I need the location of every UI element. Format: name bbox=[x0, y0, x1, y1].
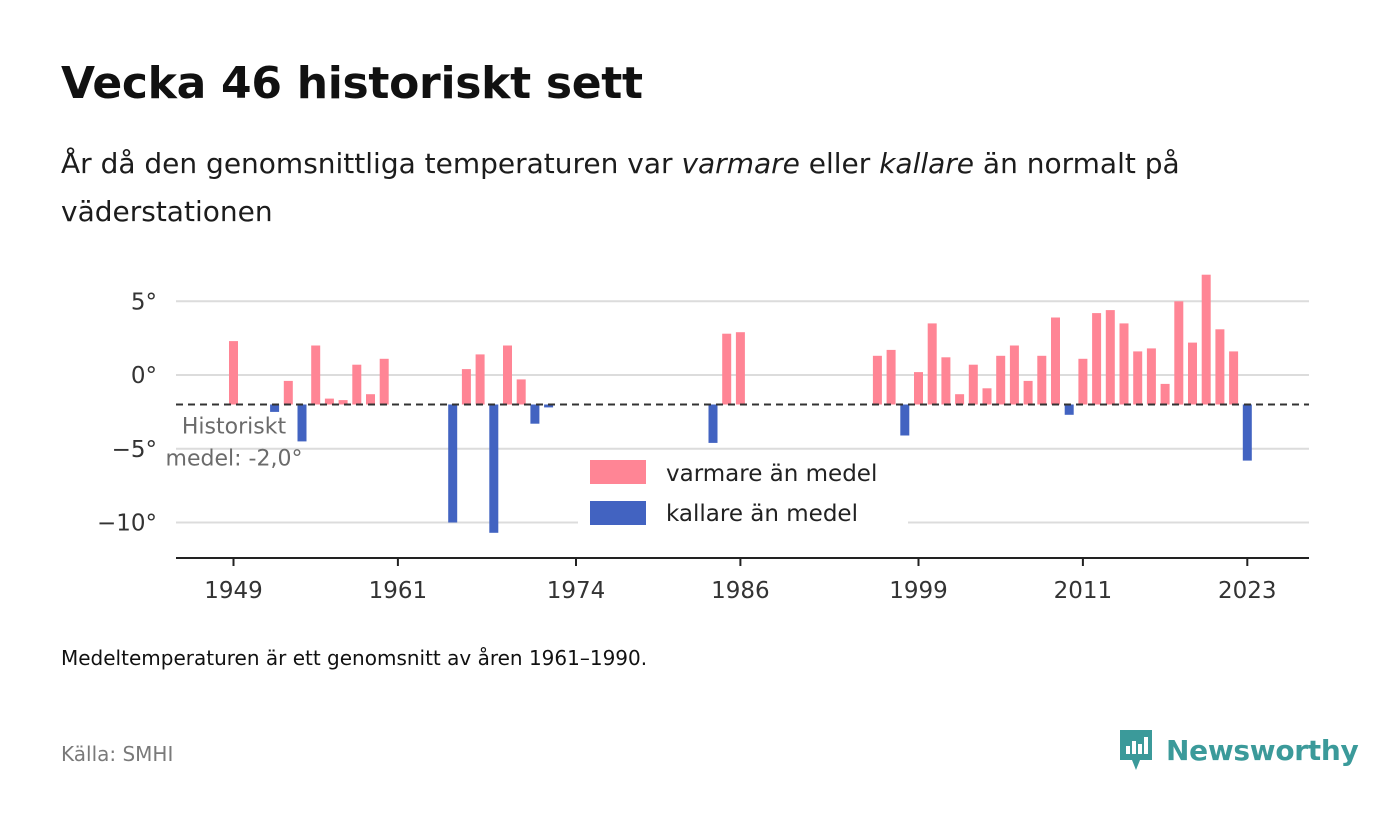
bar-warmer bbox=[872, 355, 882, 405]
bar-warmer bbox=[283, 380, 293, 405]
bar-warmer bbox=[927, 323, 937, 405]
bar-warmer bbox=[516, 379, 526, 405]
subtitle-text-2: eller bbox=[799, 147, 880, 180]
subtitle-emphasis-warmer: varmare bbox=[681, 147, 800, 180]
brand-logo[interactable]: Newsworthy bbox=[1118, 728, 1359, 772]
x-tick-label: 2023 bbox=[1218, 578, 1277, 604]
bar-warmer bbox=[1201, 274, 1211, 405]
x-tick-label: 1961 bbox=[369, 578, 428, 604]
bar-warmer bbox=[1105, 310, 1115, 405]
x-axis-ticks: 1949 1961 1974 1986 1999 2011 2023 bbox=[204, 558, 1277, 604]
bar-warmer bbox=[311, 345, 321, 405]
bar-warmer bbox=[941, 357, 951, 405]
page-subtitle: År då den genomsnittliga temperaturen va… bbox=[61, 140, 1301, 236]
bar-colder bbox=[489, 404, 499, 533]
bar-warmer bbox=[338, 400, 348, 405]
y-tick-label: 5° bbox=[131, 289, 157, 315]
subtitle-emphasis-colder: kallare bbox=[879, 147, 975, 180]
footnote: Medeltemperaturen är ett genomsnitt av å… bbox=[61, 646, 648, 670]
bar-warmer bbox=[1160, 383, 1170, 405]
bar-warmer bbox=[886, 349, 896, 405]
subtitle-text-1: År då den genomsnittliga temperaturen va… bbox=[61, 147, 682, 180]
x-tick-label: 1949 bbox=[204, 578, 263, 604]
bar-warmer bbox=[1009, 345, 1019, 405]
bar-colder bbox=[900, 404, 910, 436]
subtitle-text-3: än normalt på väderstationen bbox=[61, 147, 1180, 228]
bar-colder bbox=[1242, 404, 1252, 461]
source-credit: Källa: SMHI bbox=[61, 742, 174, 766]
bar-colder bbox=[448, 404, 458, 523]
bar-warmer bbox=[735, 332, 745, 405]
temperature-bar-chart: 5° 0° −5° −10° Historiskt medel: -2,0° varm… bbox=[97, 274, 1309, 604]
bar-warmer bbox=[722, 333, 732, 405]
bar-warmer bbox=[461, 369, 471, 405]
bar-warmer bbox=[1146, 348, 1156, 405]
baseline-label-line-2: medel: -2,0° bbox=[166, 447, 303, 472]
bar-warmer bbox=[352, 364, 362, 405]
legend-label-colder: kallare än medel bbox=[666, 501, 858, 527]
bar-colder bbox=[1064, 404, 1074, 415]
y-tick-label: −10° bbox=[97, 511, 157, 537]
chart-legend: varmare än medel kallare än medel bbox=[578, 450, 908, 530]
x-tick-label: 1974 bbox=[547, 578, 606, 604]
x-tick-label: 1999 bbox=[889, 578, 948, 604]
bar-colder bbox=[297, 404, 307, 442]
legend-swatch-colder bbox=[590, 501, 646, 525]
bar-warmer bbox=[914, 372, 923, 405]
bar-colder bbox=[544, 404, 554, 408]
x-tick-label: 2011 bbox=[1054, 578, 1113, 604]
bar-warmer bbox=[229, 341, 238, 405]
bar-warmer bbox=[1092, 313, 1102, 405]
bar-warmer bbox=[379, 358, 389, 405]
bar-warmer bbox=[503, 345, 512, 405]
bar-warmer bbox=[1037, 355, 1047, 405]
bar-warmer bbox=[955, 394, 965, 405]
bar-warmer bbox=[1133, 351, 1143, 405]
bar-warmer bbox=[475, 354, 485, 405]
bar-warmer bbox=[1119, 323, 1129, 405]
baseline-annotation: Historiskt medel: -2,0° bbox=[166, 415, 303, 472]
bar-colder bbox=[530, 404, 540, 424]
baseline-label-line-1: Historiskt bbox=[182, 415, 287, 440]
newsworthy-logo-icon bbox=[1120, 730, 1152, 770]
bar-warmer bbox=[324, 398, 334, 405]
brand-name: Newsworthy bbox=[1166, 733, 1359, 767]
bar-warmer bbox=[968, 364, 978, 405]
bar-warmer bbox=[1174, 301, 1184, 405]
bar-warmer bbox=[1078, 358, 1088, 405]
bar-warmer bbox=[1051, 317, 1060, 405]
bar-warmer bbox=[1215, 329, 1225, 405]
y-tick-label: −5° bbox=[112, 437, 157, 463]
bar-colder bbox=[270, 404, 280, 412]
x-tick-label: 1986 bbox=[711, 578, 770, 604]
bars bbox=[229, 274, 1252, 533]
bar-colder bbox=[708, 404, 718, 443]
bar-warmer bbox=[982, 388, 992, 405]
page-title: Vecka 46 historiskt sett bbox=[61, 58, 643, 109]
bar-warmer bbox=[1229, 351, 1239, 405]
bar-warmer bbox=[366, 394, 375, 405]
bar-warmer bbox=[1023, 380, 1033, 405]
legend-label-warmer: varmare än medel bbox=[666, 461, 877, 487]
bar-warmer bbox=[996, 355, 1006, 405]
bar-warmer bbox=[1188, 342, 1197, 405]
y-tick-label: 0° bbox=[131, 363, 157, 389]
legend-swatch-warmer bbox=[590, 460, 646, 484]
y-axis-ticks: 5° 0° −5° −10° bbox=[97, 289, 157, 536]
